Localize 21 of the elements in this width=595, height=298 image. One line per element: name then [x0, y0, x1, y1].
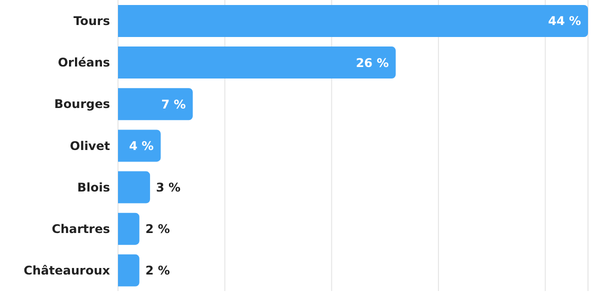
bar [118, 4, 588, 37]
y-tick-label: Chartres [52, 222, 110, 236]
data-label: 3 % [156, 180, 181, 194]
data-label: 2 % [145, 222, 170, 236]
bar [118, 88, 193, 120]
data-label: 7 % [161, 97, 186, 112]
data-label: 26 % [356, 56, 389, 70]
y-tick-label: Bourges [54, 97, 110, 112]
y-tick-label: Châteauroux [24, 263, 110, 278]
data-label: 44 % [548, 14, 581, 28]
data-label: 2 % [145, 264, 170, 278]
data-label: 4 % [129, 138, 154, 153]
y-tick-label: Tours [74, 14, 110, 28]
y-tick-label: Olivet [70, 138, 110, 153]
bar [118, 212, 140, 245]
y-tick-label: Orléans [58, 56, 110, 70]
bar [118, 130, 161, 162]
y-tick-label: Blois [77, 180, 110, 194]
bar [118, 171, 150, 204]
bar [118, 254, 140, 286]
bar [118, 46, 396, 79]
